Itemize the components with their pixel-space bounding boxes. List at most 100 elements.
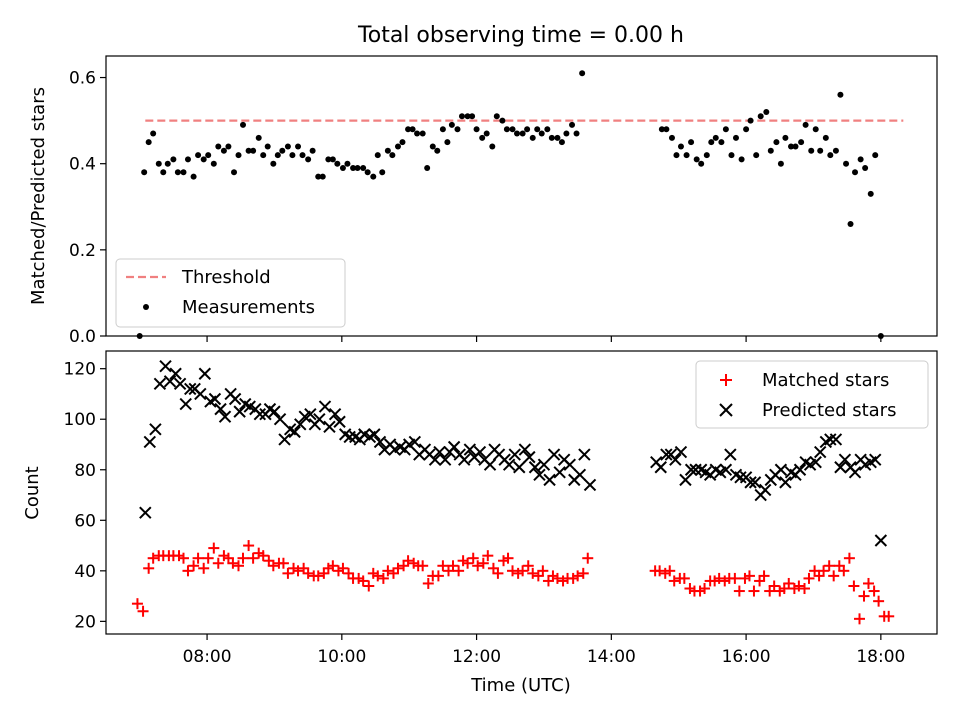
predicted-stars-point: [583, 478, 597, 492]
matched-stars-point: [668, 575, 680, 587]
measurements-point: [264, 143, 271, 150]
measurements-point: [405, 126, 412, 133]
matched-stars-point: [208, 542, 220, 554]
matched-stars-point: [862, 577, 874, 589]
measurements-point: [832, 147, 839, 154]
predicted-stars-point: [438, 453, 452, 466]
predicted-stars-point: [734, 471, 747, 484]
measurements-point: [483, 130, 490, 137]
matched-stars-point: [177, 552, 189, 564]
matched-stars-point: [131, 598, 143, 610]
measurements-point: [548, 134, 555, 141]
matched-stars-point: [492, 567, 504, 579]
matched-stars-point: [838, 565, 850, 577]
matched-stars-point: [477, 557, 489, 569]
measurements-point: [763, 109, 770, 115]
measurements-point: [499, 117, 506, 124]
predicted-stars-point: [184, 382, 197, 396]
measurements-point: [867, 190, 874, 197]
measurements-point: [448, 121, 455, 128]
matched-stars-point: [793, 580, 805, 592]
measurements-point: [688, 139, 695, 146]
count-x-tick-label: 08:00: [183, 647, 232, 667]
predicted-stars-point: [149, 423, 162, 436]
measurements-point: [554, 134, 561, 141]
measurements-point: [145, 139, 152, 146]
ratio-y-tick-label: 0.0: [69, 327, 96, 347]
measurements-point: [857, 156, 864, 163]
measurements-point: [235, 152, 242, 159]
measurements-point: [180, 169, 187, 176]
matched-stars-point: [854, 613, 866, 625]
predicted-stars-point: [869, 453, 882, 466]
predicted-stars-point: [233, 405, 246, 418]
measurements-point: [683, 152, 690, 159]
measurements-point: [827, 152, 834, 159]
matched-stars-point: [729, 572, 741, 584]
predicted-stars-point: [169, 367, 182, 380]
measurements-point: [424, 165, 431, 171]
measurements-point: [668, 134, 675, 141]
predicted-stars-point: [874, 534, 888, 547]
measurements-point: [573, 130, 580, 137]
matched-stars-point: [382, 565, 394, 577]
predicted-stars-point: [502, 458, 516, 471]
measurements-point: [563, 130, 570, 137]
measurements-point: [319, 173, 326, 180]
measurements-point: [419, 130, 426, 137]
matched-stars-point: [748, 585, 760, 597]
measurements-point: [792, 143, 799, 150]
matched-stars-point: [828, 570, 840, 582]
predicted-stars-point: [273, 413, 287, 426]
predicted-stars-point: [724, 448, 737, 461]
measurements-point: [399, 139, 406, 146]
matched-stars-point: [472, 560, 484, 572]
predicted-stars-point: [343, 430, 356, 444]
measurements-point: [569, 121, 576, 128]
predicted-stars-point: [368, 428, 381, 441]
matched-stars-point: [227, 557, 239, 569]
count-legend: Matched stars Predicted stars: [695, 360, 929, 429]
predicted-stars-point: [719, 463, 733, 476]
predicted-stars-point: [278, 433, 291, 446]
predicted-stars-point: [838, 453, 852, 466]
measurements-point: [195, 152, 202, 159]
measurements-point: [170, 156, 177, 163]
measurements-point: [389, 152, 396, 159]
predicted-stars-point: [373, 435, 387, 449]
count-y-tick-label: 120: [64, 360, 96, 380]
measurements-point: [534, 126, 541, 133]
measurements-point: [693, 156, 700, 163]
predicted-stars-point: [533, 468, 546, 482]
measurements-point: [503, 126, 510, 133]
predicted-stars-point: [447, 440, 461, 454]
predicted-stars-point: [433, 445, 446, 459]
measurements-point: [524, 126, 531, 133]
measurements-point: [458, 113, 465, 120]
predicted-stars-point: [669, 453, 682, 466]
predicted-stars-point: [814, 445, 827, 459]
matched-stars-point: [699, 583, 711, 595]
measurements-point: [299, 152, 306, 159]
predicted-stars-point: [173, 377, 187, 391]
matched-stars-point: [432, 570, 444, 582]
matched-stars-point: [883, 610, 895, 622]
measurements-legend-label: Measurements: [182, 297, 315, 318]
matched-stars-point: [377, 572, 389, 584]
measurements-point: [677, 143, 684, 150]
measurements-point: [289, 152, 296, 159]
measurements-point: [722, 126, 729, 133]
matched-stars-point: [507, 565, 519, 577]
predicted-stars-point: [473, 445, 487, 459]
predicted-stars-point: [288, 425, 301, 439]
measurements-point: [777, 160, 784, 167]
measurements-point: [822, 134, 829, 141]
predicted-stars-point: [824, 433, 837, 446]
matched-stars-point: [392, 562, 404, 574]
predicted-stars-point: [654, 461, 667, 474]
measurements-point: [872, 152, 879, 159]
measurements-point: [141, 169, 148, 176]
matched-stars-point: [182, 565, 194, 577]
matched-stars-point: [537, 565, 549, 577]
matched-stars-point: [363, 580, 375, 592]
